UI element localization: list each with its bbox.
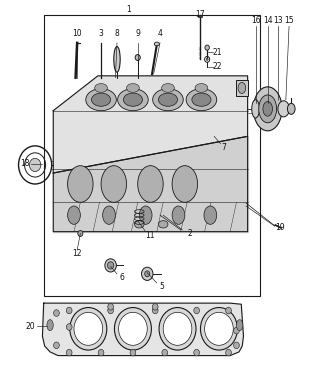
- Text: 9: 9: [135, 29, 140, 38]
- Circle shape: [66, 324, 72, 330]
- Ellipse shape: [172, 206, 185, 224]
- Circle shape: [66, 349, 72, 356]
- Circle shape: [105, 259, 116, 272]
- Ellipse shape: [47, 320, 53, 330]
- Text: 4: 4: [157, 29, 163, 38]
- Ellipse shape: [118, 89, 148, 111]
- Ellipse shape: [70, 308, 107, 350]
- Ellipse shape: [287, 103, 295, 114]
- Ellipse shape: [139, 206, 152, 224]
- Circle shape: [108, 304, 114, 310]
- Ellipse shape: [153, 89, 183, 111]
- Circle shape: [194, 349, 199, 356]
- Ellipse shape: [126, 84, 139, 92]
- Text: 11: 11: [146, 231, 155, 240]
- Text: 13: 13: [273, 16, 283, 25]
- Circle shape: [234, 328, 239, 334]
- Text: 6: 6: [119, 273, 124, 282]
- Text: 2: 2: [188, 229, 193, 238]
- Ellipse shape: [114, 46, 120, 72]
- Circle shape: [135, 54, 140, 60]
- Circle shape: [194, 307, 199, 314]
- Text: 22: 22: [212, 62, 222, 71]
- Circle shape: [162, 349, 168, 356]
- Ellipse shape: [138, 166, 163, 202]
- Ellipse shape: [158, 93, 178, 106]
- Ellipse shape: [253, 87, 282, 131]
- Ellipse shape: [158, 221, 168, 228]
- Circle shape: [66, 307, 72, 314]
- Circle shape: [53, 342, 59, 348]
- Text: 3: 3: [99, 29, 103, 38]
- Circle shape: [206, 58, 208, 60]
- Ellipse shape: [92, 93, 111, 106]
- Text: 16: 16: [251, 16, 260, 25]
- Circle shape: [205, 45, 209, 50]
- Circle shape: [98, 349, 104, 356]
- Ellipse shape: [86, 89, 116, 111]
- Bar: [197, 15, 202, 17]
- Text: 17: 17: [195, 10, 204, 19]
- Text: 7: 7: [221, 143, 226, 152]
- Text: 21: 21: [212, 47, 222, 57]
- Circle shape: [226, 349, 231, 356]
- Circle shape: [108, 262, 114, 269]
- Ellipse shape: [172, 166, 197, 202]
- Ellipse shape: [115, 308, 151, 350]
- Polygon shape: [53, 76, 248, 173]
- Bar: [44, 15, 260, 296]
- Circle shape: [163, 312, 192, 345]
- Text: 10: 10: [72, 29, 82, 38]
- Text: 1: 1: [126, 6, 131, 14]
- Ellipse shape: [252, 100, 260, 118]
- Text: 15: 15: [284, 16, 294, 25]
- Polygon shape: [43, 303, 244, 355]
- Ellipse shape: [204, 206, 217, 224]
- Circle shape: [119, 312, 147, 345]
- Circle shape: [204, 312, 233, 345]
- Circle shape: [74, 312, 103, 345]
- Ellipse shape: [186, 89, 217, 111]
- Circle shape: [234, 342, 239, 348]
- Text: 18: 18: [20, 159, 29, 168]
- Ellipse shape: [123, 93, 142, 106]
- Ellipse shape: [200, 308, 237, 350]
- Circle shape: [53, 310, 59, 316]
- Ellipse shape: [68, 206, 80, 224]
- Circle shape: [141, 267, 153, 280]
- Text: 12: 12: [72, 249, 82, 258]
- Ellipse shape: [134, 221, 144, 228]
- Circle shape: [145, 271, 150, 277]
- Ellipse shape: [263, 102, 272, 116]
- Ellipse shape: [162, 84, 174, 92]
- Circle shape: [152, 304, 158, 310]
- Circle shape: [78, 231, 83, 236]
- Ellipse shape: [259, 95, 276, 123]
- Circle shape: [108, 307, 114, 314]
- Text: 14: 14: [263, 16, 273, 25]
- Circle shape: [29, 158, 41, 171]
- Circle shape: [152, 307, 158, 314]
- Bar: [236, 79, 248, 96]
- Ellipse shape: [154, 42, 159, 46]
- Ellipse shape: [95, 84, 108, 92]
- Circle shape: [226, 307, 231, 314]
- Ellipse shape: [192, 93, 211, 106]
- Ellipse shape: [103, 206, 116, 224]
- Ellipse shape: [236, 320, 243, 330]
- Ellipse shape: [195, 84, 208, 92]
- Circle shape: [130, 349, 136, 356]
- Ellipse shape: [159, 308, 196, 350]
- Ellipse shape: [238, 82, 246, 93]
- Ellipse shape: [68, 166, 93, 202]
- Ellipse shape: [278, 101, 289, 117]
- Text: 20: 20: [26, 322, 35, 331]
- Ellipse shape: [101, 166, 126, 202]
- Text: 19: 19: [276, 223, 285, 233]
- Text: 8: 8: [115, 29, 119, 38]
- Text: 5: 5: [159, 282, 164, 291]
- Polygon shape: [53, 136, 248, 232]
